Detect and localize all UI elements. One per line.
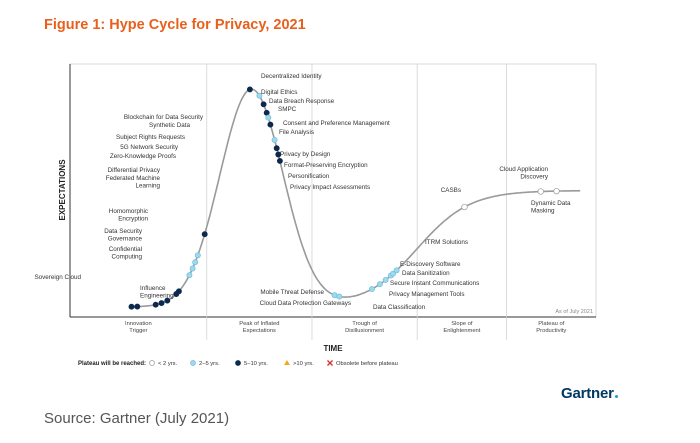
label-data-security-governance: Data Security Governance	[104, 228, 143, 243]
marker-cloud-data-protection-gateways	[336, 293, 343, 300]
figure-title: Figure 1: Hype Cycle for Privacy, 2021	[44, 17, 306, 33]
marker-privacy-impact-assessments	[276, 157, 283, 164]
phase-label-peak: Peak of Inflated Expectations	[239, 321, 279, 334]
label-differential-privacy: Differential Privacy	[108, 167, 161, 174]
label-consent-and-preference-management: Consent and Preference Management	[283, 120, 390, 127]
marker-synthetic-data	[194, 252, 201, 259]
legend-marker-5to10	[235, 360, 241, 366]
legend-label-lt2: < 2 yrs.	[158, 361, 178, 367]
marker-digital-ethics	[256, 92, 263, 99]
legend-label-5to10: 5–10 yrs.	[244, 361, 268, 367]
marker-influence-engineering	[128, 303, 135, 310]
label-casbs: CASBs	[441, 187, 461, 194]
label-confidential-computing: Confidential Computing	[109, 246, 143, 261]
label-federated-machine-learning: Federated Machine Learning	[106, 175, 161, 190]
label-personification: Personification	[288, 173, 330, 180]
phase-label-trough: Trough of Disillusionment	[345, 321, 384, 334]
label-e-discovery-software: E-Discovery Software	[400, 261, 461, 268]
plot-frame	[69, 63, 597, 318]
marker-subject-rights-requests	[192, 259, 199, 266]
logo-dot	[614, 395, 618, 398]
legend-label-gt10: >10 yrs.	[293, 361, 314, 367]
legend: Plateau will be reached: < 2 yrs. 2–5 yrs…	[78, 360, 398, 367]
label-subject-rights-requests: Subject Rights Requests	[116, 134, 185, 141]
marker-casbs	[461, 203, 468, 211]
label-blockchain-for-data-security: Blockchain for Data Security	[124, 114, 204, 121]
label-itrm-solutions: ITRM Solutions	[425, 239, 468, 246]
label-dynamic-data-masking: Dynamic Data Masking	[531, 200, 571, 215]
label-5g-network-security: 5G Network Security	[120, 144, 179, 151]
phase-label-slope: Slope of Enlightenment	[443, 321, 480, 334]
legend-marker-lt2	[149, 360, 155, 366]
phase-label-trigger: Innovation Trigger	[125, 321, 152, 334]
phase-label-plateau: Plateau of Productivity	[536, 321, 566, 334]
label-secure-instant-communications: Secure Instant Communications	[390, 280, 479, 287]
x-axis-label: TIME	[323, 344, 343, 353]
label-synthetic-data: Synthetic Data	[149, 122, 190, 129]
marker-privacy-management-tools	[376, 281, 383, 288]
marker-smpc	[263, 109, 270, 116]
marker-format-preserving-encryption	[273, 145, 280, 152]
marker-data-classification	[368, 286, 375, 293]
marker-secure-instant-communications	[382, 276, 389, 283]
marker-sovereign-cloud	[134, 303, 141, 310]
gartner-wordmark: Gartner	[561, 385, 614, 402]
marker-data-security-governance	[158, 300, 165, 307]
label-zero-knowledge-proofs: Zero-Knowledge Proofs	[110, 153, 176, 160]
marker-federated-machine-learning	[173, 291, 180, 297]
legend-marker-2to5	[190, 360, 196, 366]
label-mobile-threat-defense: Mobile Threat Defense	[260, 289, 324, 296]
legend-marker-obsolete	[327, 360, 333, 366]
label-homomorphic-encryption: Homomorphic Encryption	[109, 208, 149, 223]
label-cloud-application-discovery: Cloud Application Discovery	[499, 166, 549, 181]
label-cloud-data-protection-gateways: Cloud Data Protection Gateways	[260, 300, 351, 307]
label-smpc: SMPC	[278, 106, 297, 113]
source-note: Source: Gartner (July 2021)	[44, 410, 230, 427]
label-decentralized-identity: Decentralized Identity	[261, 73, 322, 80]
legend-label-obsolete: Obsolete before plateau	[336, 361, 398, 367]
marker-file-analysis	[267, 121, 274, 128]
marker-consent-and-preference-management	[265, 114, 272, 121]
marker-cloud-application-discovery	[537, 188, 544, 195]
label-file-analysis: File Analysis	[279, 129, 314, 136]
marker-decentralized-identity	[246, 86, 253, 93]
label-sovereign-cloud: Sovereign Cloud	[34, 274, 81, 281]
label-data-classification: Data Classification	[373, 304, 426, 311]
marker-dynamic-data-masking	[553, 187, 560, 195]
legend-marker-gt10	[284, 360, 290, 365]
as-of-label: As of July 2021	[555, 309, 593, 315]
marker-5g-network-security	[189, 265, 196, 272]
legend-label-2to5: 2–5 yrs.	[199, 361, 220, 367]
label-privacy-impact-assessments: Privacy Impact Assessments	[290, 184, 370, 191]
label-data-sanitization: Data Sanitization	[402, 270, 450, 277]
marker-homomorphic-encryption	[164, 297, 171, 304]
marker-data-sanitization	[390, 270, 396, 277]
label-format-preserving-encryption: Format-Preserving Encryption	[284, 162, 368, 169]
marker-blockchain-for-data-security	[201, 231, 208, 238]
label-privacy-by-design: Privacy by Design	[280, 151, 331, 158]
legend-title: Plateau will be reached:	[78, 361, 146, 367]
gartner-logo: Gartner	[561, 385, 618, 402]
marker-data-breach-response	[260, 101, 267, 108]
label-influence-engineering: Influence Engineering	[140, 285, 174, 300]
label-data-breach-response: Data Breach Response	[269, 98, 335, 105]
marker-privacy-by-design	[271, 136, 278, 143]
marker-zero-knowledge-proofs	[186, 272, 193, 279]
marker-confidential-computing	[152, 301, 159, 308]
marker-itrm-solutions	[393, 267, 400, 274]
label-digital-ethics: Digital Ethics	[261, 89, 297, 96]
marker-personification	[275, 151, 282, 158]
label-privacy-management-tools: Privacy Management Tools	[389, 291, 464, 298]
y-axis-label: EXPECTATIONS	[58, 159, 67, 221]
